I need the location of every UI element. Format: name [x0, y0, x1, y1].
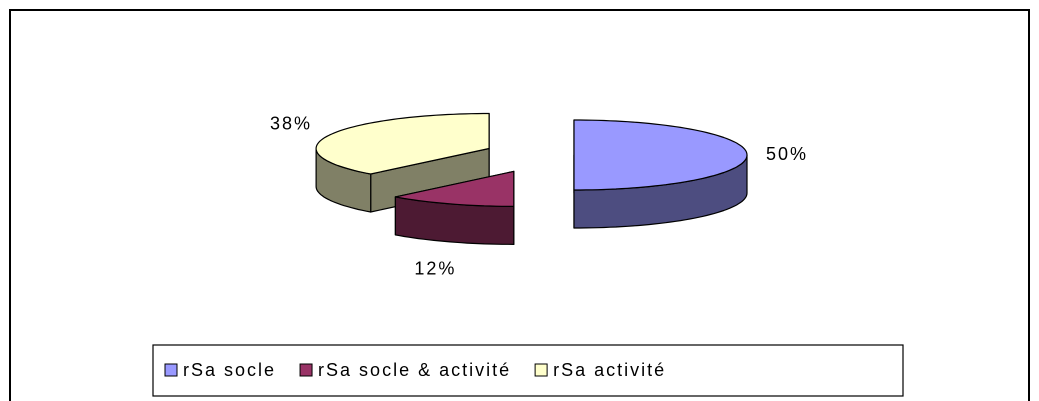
- data-label: 50%: [766, 144, 808, 164]
- data-label: 38%: [270, 113, 312, 133]
- slice: [394, 170, 515, 207]
- legend-swatch: [164, 363, 178, 377]
- slice: [315, 112, 490, 175]
- data-label: 12%: [414, 259, 456, 279]
- legend-swatch: [299, 363, 313, 377]
- chart-frame: [9, 9, 1030, 401]
- legend-label: rSa activité: [553, 360, 666, 380]
- legend-swatch: [534, 363, 548, 377]
- legend-box: [152, 344, 904, 397]
- slice: [573, 119, 748, 191]
- legend-label: rSa socle & activité: [318, 360, 511, 380]
- legend-label: rSa socle: [183, 360, 276, 380]
